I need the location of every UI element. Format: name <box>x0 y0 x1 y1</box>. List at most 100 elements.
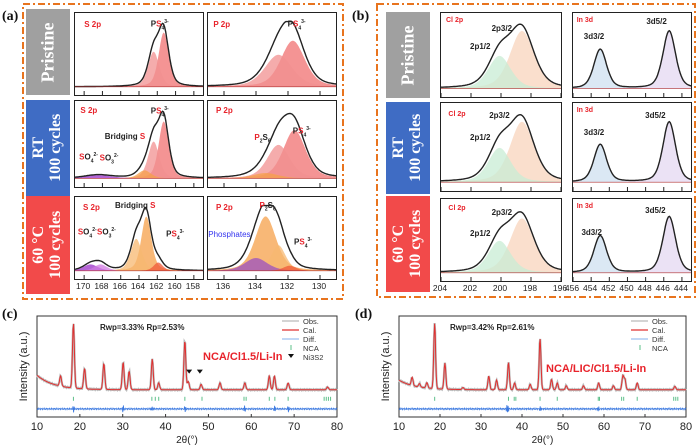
peak-component-0 <box>208 130 336 179</box>
x-tick-label: 160 <box>167 281 182 291</box>
xps-svg <box>573 215 691 281</box>
y-axis-label: Intensity (a.u.) <box>380 332 392 402</box>
x-tick-label: 170 <box>76 281 91 291</box>
element-label: Cl 2p <box>446 17 464 25</box>
envelope-line <box>208 20 336 87</box>
so3-annotation: SO32- <box>97 227 116 240</box>
row-label-line2: 100 cycles <box>47 211 65 279</box>
x-tick-label: 30 <box>475 421 487 433</box>
legend-entry: NCA <box>652 344 668 353</box>
peak-annotation: 3d5/2 <box>645 206 666 216</box>
envelope-line <box>75 206 203 272</box>
x-tick-label: 204 <box>432 283 448 293</box>
fit-statistics: Rwp=3.42% Rp=2.61% <box>450 323 534 332</box>
legend-entry: Diff. <box>652 335 665 344</box>
envelope-line <box>208 112 336 178</box>
panel-a-frame <box>22 3 344 300</box>
x-tick-label: 70 <box>639 421 651 433</box>
row-label-pristine-b: Pristine <box>386 12 430 98</box>
peak-component-2 <box>208 173 336 179</box>
legend-entry: Obs. <box>652 317 668 326</box>
diff-line <box>398 405 687 413</box>
row-label-text: 60 °C 100 cycles <box>390 210 425 278</box>
x-tick-label: 60 <box>598 421 610 433</box>
ps4-annotation: PS43- <box>294 237 312 250</box>
legend-entry: Ni3S2 <box>303 353 323 362</box>
ps4-annotation: PS43- <box>292 125 311 139</box>
x-tick-label: 134 <box>247 281 263 291</box>
envelope-line <box>75 22 203 88</box>
xps-svg <box>573 120 691 191</box>
x-tick-label: 30 <box>117 421 129 433</box>
x-tick-label: 162 <box>149 281 164 291</box>
element-label: S 2p <box>80 106 98 116</box>
obs-line <box>398 323 687 393</box>
bridging-s-annotation: Bridging S <box>114 200 156 210</box>
peak-component-1 <box>441 147 561 183</box>
peak-annotation: 3d3/2 <box>583 128 605 138</box>
element-label: P 2p <box>213 20 231 30</box>
legend-marker-icon <box>288 354 294 358</box>
peak-component-0 <box>75 32 203 87</box>
panel-letter-c: (c) <box>2 307 18 322</box>
x-tick-label: 20 <box>74 421 86 433</box>
peak-component-4 <box>75 264 203 271</box>
envelope-line <box>573 215 691 273</box>
xps-svg <box>208 20 336 95</box>
x-tick-label: 202 <box>462 283 478 293</box>
b-cl2p-row-2-plot <box>440 198 562 282</box>
b-cl2p-row-0-plot <box>440 12 562 98</box>
xps-svg <box>573 29 691 97</box>
peak-annotation: 2p1/2 <box>470 132 491 142</box>
b-in3d-row-1-plot <box>572 102 692 192</box>
x-tick-label: 132 <box>279 281 295 291</box>
peak-component-0 <box>208 40 336 87</box>
panel-letter-d: (d) <box>355 307 373 322</box>
element-label: P 2p <box>215 202 233 212</box>
a-s2p-row-2-plot <box>74 196 204 280</box>
x-tick-label: 452 <box>601 283 616 293</box>
element-label: In 3d <box>576 107 594 115</box>
a-s2p-row-0-plot <box>74 12 204 96</box>
element-label: In 3d <box>576 17 594 25</box>
legend-entry: Obs. <box>303 317 319 326</box>
x-tick-label: 198 <box>522 283 538 293</box>
element-label: In 3d <box>576 202 594 210</box>
xps-svg <box>75 110 203 187</box>
peak-component-0 <box>573 49 691 89</box>
panel-letter-b: (b) <box>352 9 370 24</box>
element-label: Cl 2p <box>448 204 466 212</box>
x-tick-label: 40 <box>516 421 528 433</box>
row-label-line1: 60 °C <box>390 225 408 263</box>
element-label: S 2p <box>84 20 102 30</box>
x-tick-label: 166 <box>112 281 127 291</box>
ni-sulfide-marker-icon <box>196 369 203 374</box>
panel-letter-a: (a) <box>2 9 19 24</box>
peak-component-0 <box>441 218 561 273</box>
peak-component-1 <box>573 31 691 89</box>
xps-svg <box>441 113 561 191</box>
plot-frame <box>398 315 687 418</box>
envelope-line <box>573 29 691 88</box>
x-tick-label: 158 <box>185 281 200 291</box>
legend-entry: Cal. <box>652 326 665 335</box>
x-tick-label: 20 <box>434 421 446 433</box>
cal-line <box>398 323 686 391</box>
ni-sulfide-marker-icon <box>186 369 193 374</box>
row-label-60c-b: 60 °C 100 cycles <box>386 196 430 292</box>
x-tick-label: 450 <box>619 283 634 293</box>
legend-entry: Cal. <box>303 326 316 335</box>
row-label-rt-b: RT 100 cycles <box>386 102 430 194</box>
so3-annotation: SO32- <box>99 153 119 166</box>
peak-component-0 <box>441 30 561 89</box>
bridging-s-annotation: Bridging S <box>104 131 146 141</box>
x-tick-label: 454 <box>583 283 598 293</box>
x-tick-label: 80 <box>331 421 343 433</box>
legend-entry: Diff. <box>303 335 316 344</box>
row-label-line2: 100 cycles <box>407 210 425 278</box>
xps-svg <box>75 22 203 95</box>
x-tick-label: 448 <box>637 283 652 293</box>
p2s6-annotation: P2S6 <box>254 132 271 145</box>
peak-component-1 <box>208 144 336 179</box>
